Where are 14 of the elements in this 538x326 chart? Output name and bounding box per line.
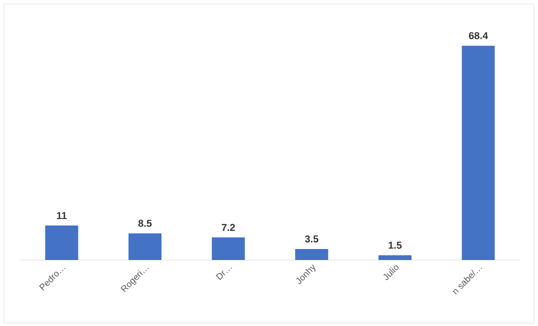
bar [462, 46, 495, 260]
bar [212, 237, 245, 260]
bar [378, 255, 412, 260]
x-tick-label: Julio [383, 265, 399, 280]
bar [45, 226, 78, 260]
data-label: 1.5 [388, 242, 402, 249]
data-label: 7.2 [222, 224, 235, 231]
bar [128, 233, 162, 260]
x-tick-label: Dr… [216, 268, 232, 280]
bar [295, 249, 328, 260]
data-label: 11 [57, 212, 67, 219]
data-label: 3.5 [304, 235, 318, 242]
data-label: 8.5 [138, 220, 152, 227]
data-label: 68.4 [468, 32, 488, 40]
